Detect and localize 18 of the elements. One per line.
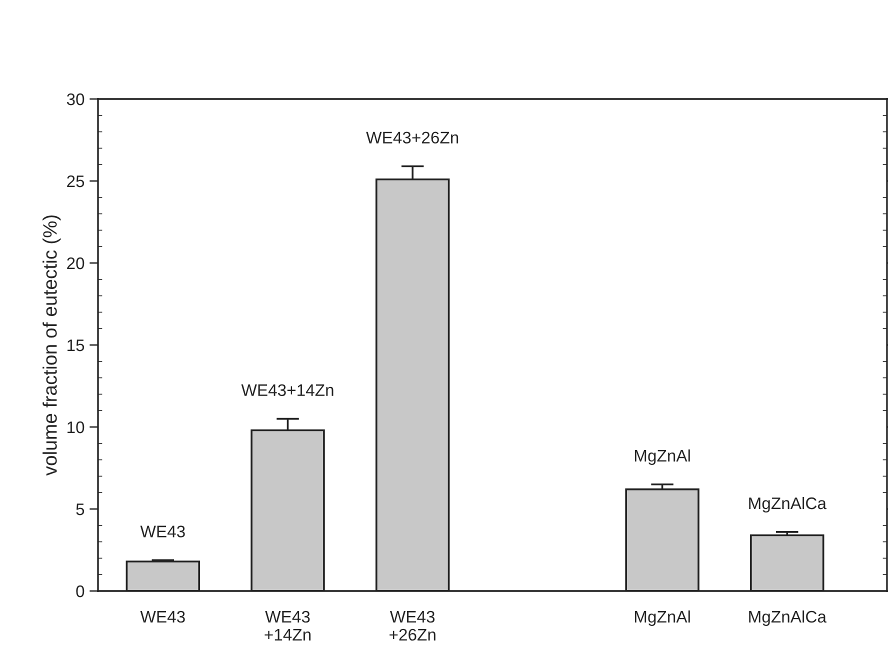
y-axis-title: volume fraction of eutectic (%) [42, 215, 61, 476]
annotation: MgZnAlCa [749, 496, 826, 513]
x-tick-label: WE43 +26Zn [390, 610, 436, 641]
y-tick-label: 30 [66, 93, 84, 106]
x-tick-label: WE43 [140, 610, 185, 623]
y-tick-label: 15 [68, 340, 84, 352]
y-tick-label: 0 [76, 585, 84, 598]
annotation: WE43+14Zn [241, 384, 334, 396]
x-tick-label: WE43 +14Zn [264, 610, 311, 640]
annotation: WE43+26Zn [366, 132, 458, 144]
y-tick-label: 25 [67, 175, 84, 188]
y-tick-label: 5 [76, 504, 84, 516]
y-tick-label: 10 [68, 421, 84, 434]
x-tick-label: MgZnAl [634, 610, 690, 626]
y-tick-label: 20 [67, 257, 84, 270]
annotation: MgZnAl [634, 449, 690, 465]
x-tick-label: MgZnAlCa [749, 610, 826, 626]
annotation: WE43 [140, 526, 185, 538]
